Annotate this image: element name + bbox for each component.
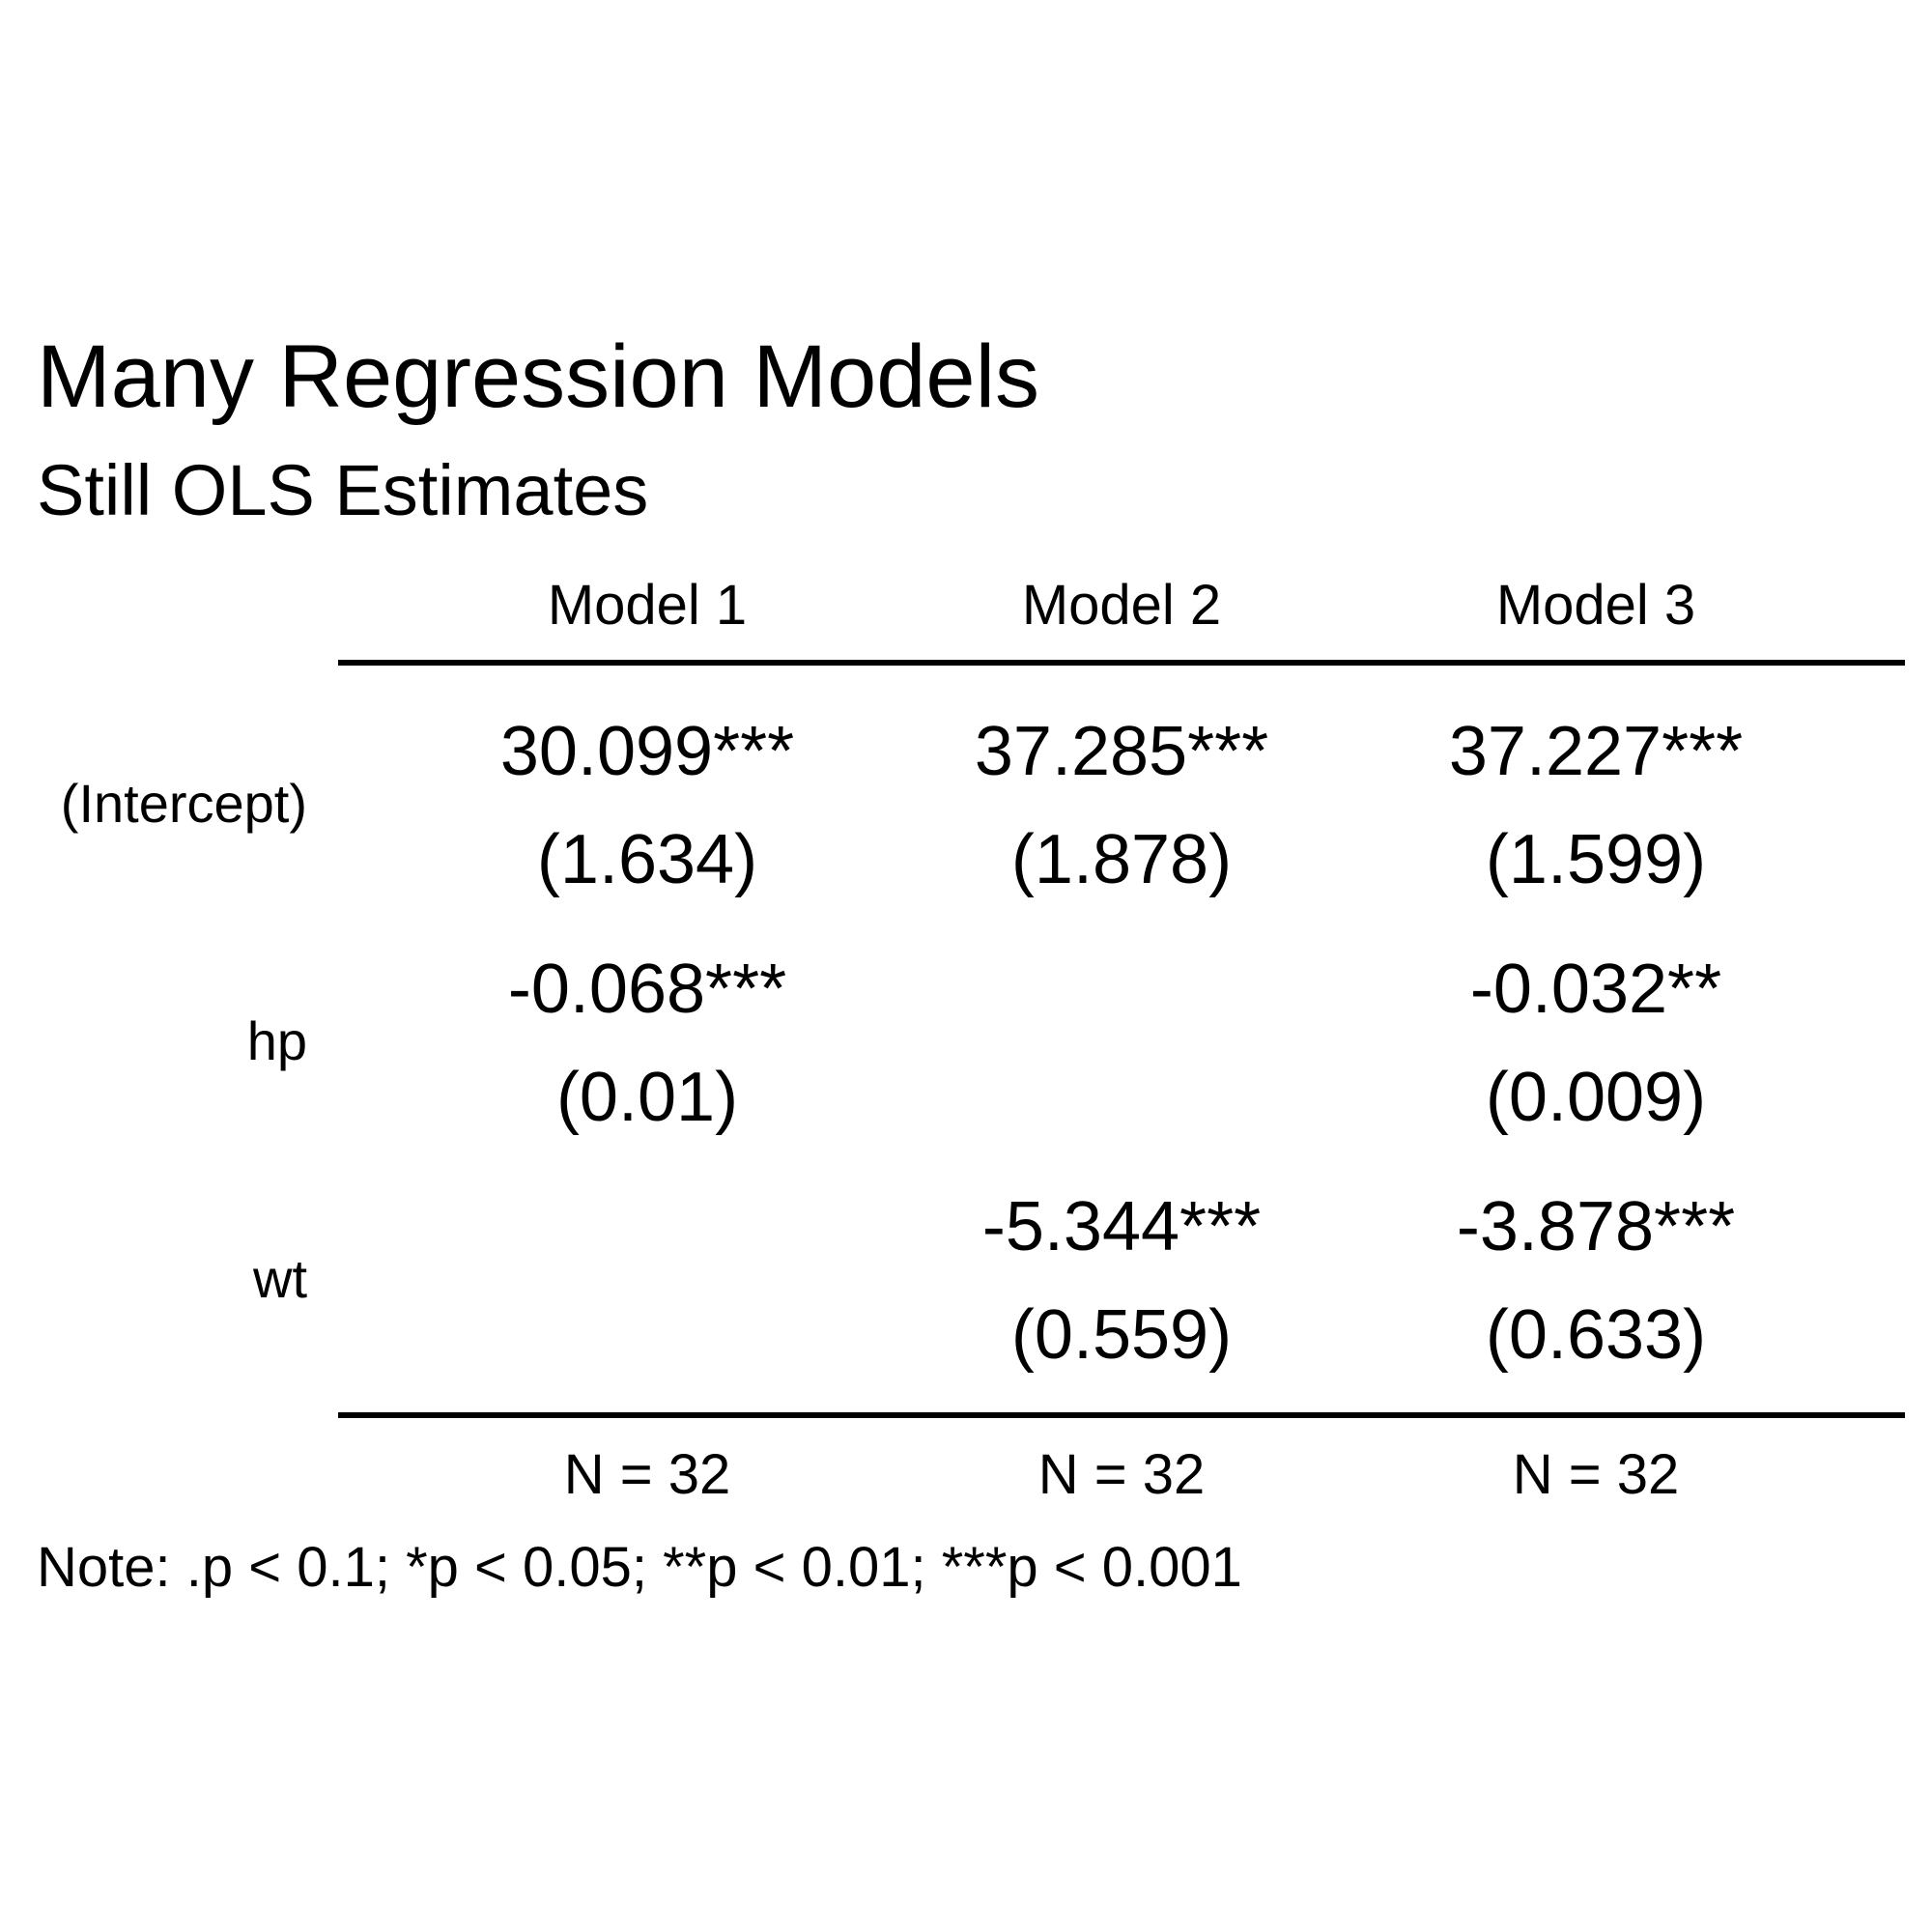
row-label-intercept: (Intercept): [60, 773, 307, 834]
stderr-hp-model-3: (0.009): [1485, 1059, 1707, 1136]
header-rule: [338, 660, 1905, 666]
stderr-intercept-model-2: (1.878): [1010, 821, 1233, 898]
stderr-wt-model-3: (0.633): [1485, 1296, 1707, 1374]
significance-note: Note: .p < 0.1; *p < 0.05; **p < 0.01; *…: [37, 1536, 1242, 1599]
estimate-intercept-model-3: 37.227***: [1448, 713, 1744, 790]
row-label-wt: wt: [253, 1248, 307, 1309]
stderr-intercept-model-3: (1.599): [1485, 821, 1707, 898]
estimate-intercept-model-2: 37.285***: [974, 713, 1269, 790]
stderr-intercept-model-1: (1.634): [536, 821, 758, 898]
row-label-hp: hp: [246, 1010, 307, 1071]
column-header-model-1: Model 1: [547, 574, 748, 637]
estimate-wt-model-3: -3.878***: [1456, 1188, 1736, 1265]
table-subtitle: Still OLS Estimates: [37, 450, 649, 530]
table-title: Many Regression Models: [37, 327, 1040, 426]
estimate-wt-model-2: -5.344***: [981, 1188, 1262, 1265]
footer-rule: [338, 1412, 1905, 1418]
estimate-hp-model-3: -0.032**: [1469, 951, 1722, 1028]
n-model-2: N = 32: [1037, 1443, 1206, 1506]
column-header-model-3: Model 3: [1495, 574, 1696, 637]
stderr-wt-model-2: (0.559): [1010, 1296, 1233, 1374]
column-header-model-2: Model 2: [1021, 574, 1222, 637]
stderr-hp-model-1: (0.01): [555, 1059, 739, 1136]
n-model-3: N = 32: [1512, 1443, 1680, 1506]
estimate-intercept-model-1: 30.099***: [499, 713, 795, 790]
n-model-1: N = 32: [563, 1443, 731, 1506]
estimate-hp-model-1: -0.068***: [507, 951, 787, 1028]
